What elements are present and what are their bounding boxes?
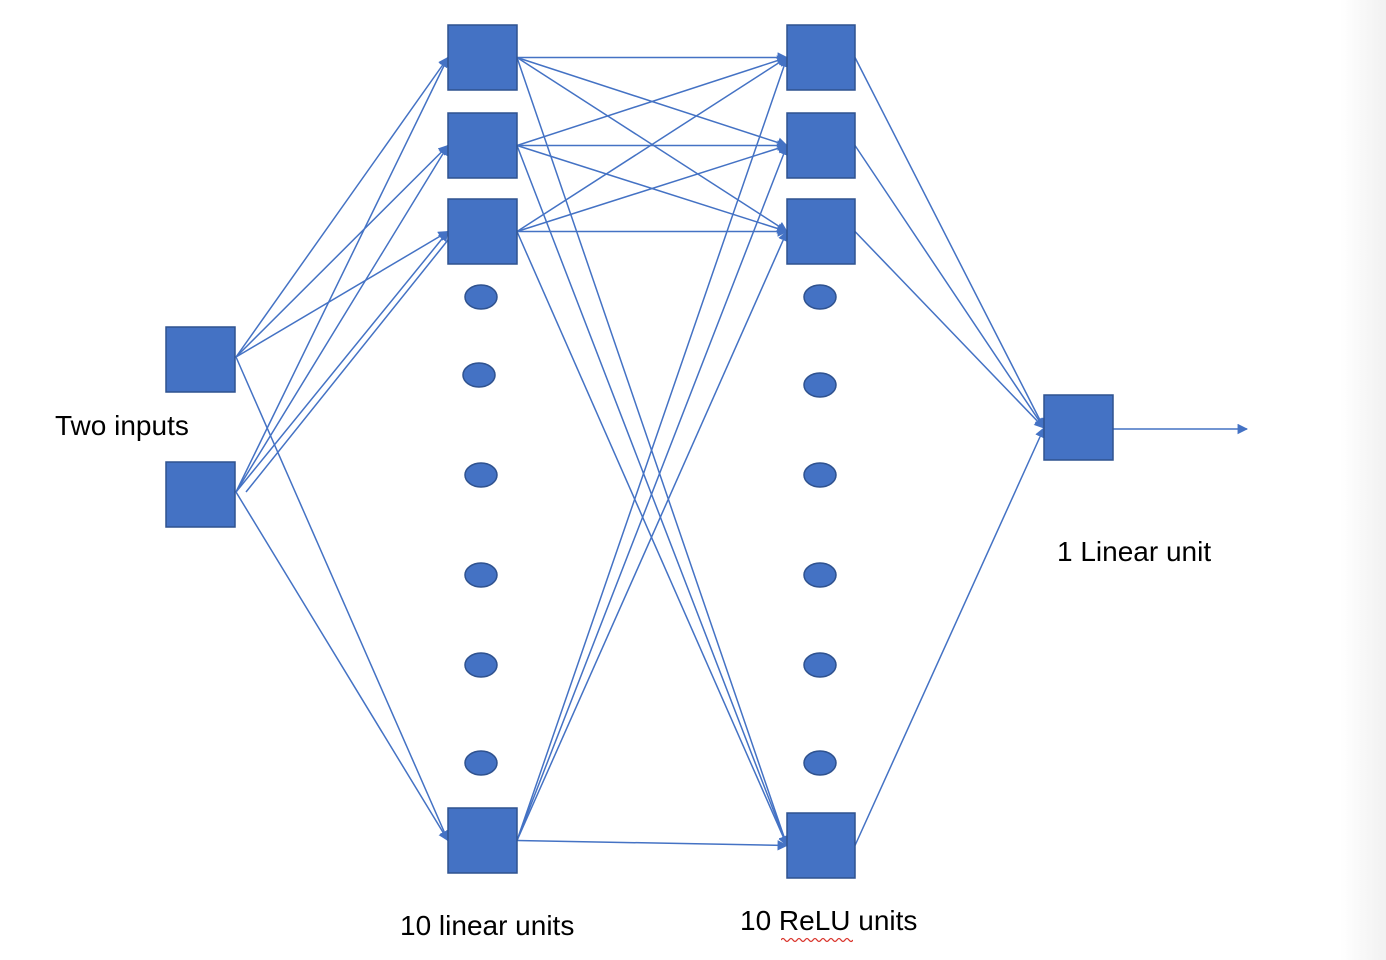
connection-line <box>245 239 449 493</box>
linear-unit-node <box>447 112 518 179</box>
output-label: 1 Linear unit <box>1057 536 1212 567</box>
inputs-label: Two inputs <box>55 410 189 441</box>
relu-unit-node <box>786 24 856 91</box>
spellcheck-underline <box>781 937 853 943</box>
connection-line <box>516 55 788 147</box>
relu-ellipsis-dot <box>803 462 837 488</box>
relu-ellipsis-dot <box>803 652 837 678</box>
connection-line <box>516 56 788 233</box>
linear-ellipsis-dot <box>462 362 496 388</box>
connection-line <box>516 56 789 841</box>
connection-line <box>235 56 449 493</box>
relu-unit-node <box>786 812 856 879</box>
connection-line <box>235 356 450 842</box>
connection-line <box>854 57 1045 429</box>
connection-line <box>235 491 449 842</box>
relu-unit-node <box>786 198 856 265</box>
relu-ellipsis-dot <box>803 562 837 588</box>
relu-unit-node <box>786 112 856 179</box>
relu-ellipsis-dot <box>803 750 837 776</box>
linear-ellipsis-dot <box>464 284 498 310</box>
connection-line <box>516 57 789 847</box>
connection-line <box>854 145 1045 429</box>
network-nodes <box>165 24 1114 879</box>
relu-ellipsis-dot <box>803 284 837 310</box>
linear-ellipsis-dot <box>464 652 498 678</box>
connection-line <box>235 230 449 493</box>
linear-ellipsis-dot <box>464 562 498 588</box>
connection-line <box>516 144 789 841</box>
connection-lines <box>235 52 1249 851</box>
input-node <box>165 461 236 528</box>
connection-line <box>516 143 789 233</box>
connection-line <box>516 231 789 847</box>
connection-line <box>854 230 1045 429</box>
connection-line <box>516 145 789 847</box>
connection-line <box>516 230 788 841</box>
output-node <box>1043 394 1114 461</box>
linear-layer-label: 10 linear units <box>400 910 575 941</box>
connection-line <box>516 839 789 851</box>
linear-unit-node <box>447 24 518 91</box>
connection-line <box>854 427 1045 846</box>
connection-line <box>235 144 449 493</box>
relu-layer-label: 10 ReLU units <box>740 905 918 936</box>
linear-ellipsis-dot <box>464 750 498 776</box>
input-node <box>165 326 236 393</box>
connection-line <box>235 144 449 358</box>
linear-unit-node <box>447 198 518 265</box>
window-edge-shadow <box>1340 0 1386 960</box>
linear-unit-node <box>447 807 518 874</box>
connection-line <box>235 56 449 358</box>
linear-ellipsis-dot <box>464 462 498 488</box>
connection-line <box>235 230 449 358</box>
relu-ellipsis-dot <box>803 372 837 398</box>
